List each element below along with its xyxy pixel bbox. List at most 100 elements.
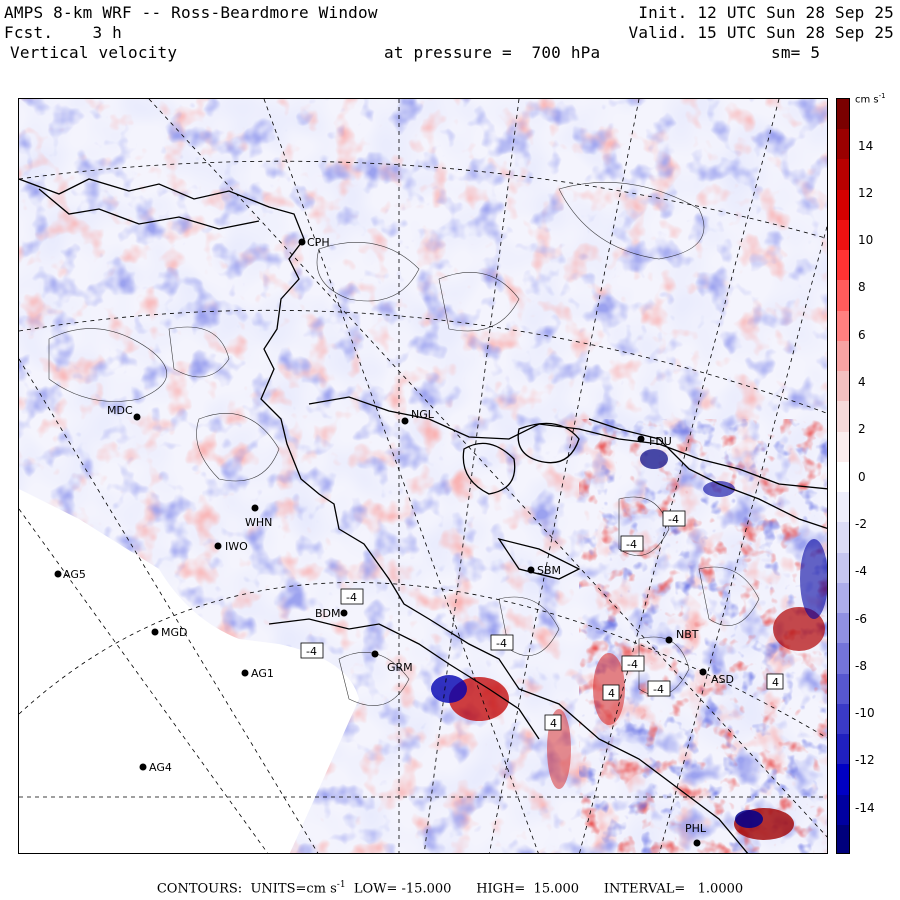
colorbar-tick-label: 6 <box>858 327 866 342</box>
station-asd[interactable]: ASD <box>699 668 734 687</box>
svg-text:ASD: ASD <box>711 673 734 686</box>
contour-info: CONTOURS: UNITS=cm s-1 LOW= -15.000 HIGH… <box>156 880 744 897</box>
colorbar-tick-label: 8 <box>858 280 866 295</box>
station-mgd[interactable]: MGD <box>151 626 188 639</box>
colorbar-segment <box>837 522 849 554</box>
colorbar-tick-label: 14 <box>858 138 874 153</box>
contour-label: -4 <box>300 642 324 659</box>
colorbar-segment <box>837 461 849 493</box>
colorbar-segment <box>837 189 849 221</box>
colorbar-tick-label: -10 <box>855 706 875 721</box>
station-cph[interactable]: CPH <box>298 236 330 249</box>
colorbar-segment <box>837 824 849 853</box>
colorbar-tick-label: -2 <box>855 516 867 531</box>
station-iwo[interactable]: IWO <box>214 540 249 553</box>
svg-text:NGL: NGL <box>411 408 435 421</box>
colorbar-segment <box>837 310 849 342</box>
svg-text:4: 4 <box>550 717 557 730</box>
svg-text:BDM: BDM <box>315 607 341 620</box>
svg-text:IWO: IWO <box>225 540 248 553</box>
svg-text:NBT: NBT <box>676 628 699 641</box>
contour-label: -4 <box>490 634 514 651</box>
init-time: Init. 12 UTC Sun 28 Sep 25 <box>638 3 894 22</box>
colorbar-tick-label: -12 <box>855 753 875 768</box>
svg-text:SBM: SBM <box>537 564 561 577</box>
colorbar-segment <box>837 401 849 433</box>
svg-text:PHL: PHL <box>685 822 707 835</box>
contour-label: -4 <box>621 655 645 672</box>
station-nbt[interactable]: NBT <box>665 628 699 644</box>
field-name: Vertical velocity <box>10 43 178 62</box>
colorbar-segment <box>837 250 849 281</box>
map-title: AMPS 8-km WRF -- Ross-Beardmore Window <box>4 3 378 22</box>
contour-label: 4 <box>766 673 784 690</box>
colorbar <box>836 98 850 854</box>
colorbar-tick-label: 2 <box>858 422 866 437</box>
station-grm[interactable]: GRM <box>371 650 413 675</box>
svg-text:4: 4 <box>608 687 615 700</box>
colorbar-tick-label: 4 <box>858 375 866 389</box>
contour-label: -4 <box>647 680 671 697</box>
svg-text:AG4: AG4 <box>149 761 172 774</box>
svg-text:AG5: AG5 <box>63 568 86 581</box>
svg-text:-4: -4 <box>627 658 638 671</box>
station-mdc[interactable]: MDC <box>107 404 141 421</box>
contour-label: 4 <box>602 684 620 701</box>
valid-time: Valid. 15 UTC Sun 28 Sep 25 <box>628 23 894 42</box>
station-ag5[interactable]: AG5 <box>54 568 86 581</box>
colorbar-tick-label: -4 <box>855 564 867 579</box>
station-markers: CPH MDC NGL FDU WHN IWO AG5 SBM BDM MGD … <box>54 236 734 847</box>
colorbar-segment <box>837 582 849 614</box>
colorbar-segment <box>837 492 849 523</box>
svg-text:-4: -4 <box>346 591 357 604</box>
map-panel[interactable]: CPH MDC NGL FDU WHN IWO AG5 SBM BDM MGD … <box>18 98 828 854</box>
smoothing-value: sm= 5 <box>771 43 821 62</box>
colorbar-tick-label: 10 <box>858 233 874 248</box>
station-ag4[interactable]: AG4 <box>139 761 172 774</box>
svg-text:MDC: MDC <box>107 404 133 417</box>
svg-text:MGD: MGD <box>161 626 188 639</box>
svg-text:GRM: GRM <box>387 661 413 674</box>
svg-text:WHN: WHN <box>245 516 272 529</box>
svg-text:-4: -4 <box>668 513 679 526</box>
colorbar-segment <box>837 371 849 402</box>
colorbar-segment <box>837 280 849 312</box>
svg-text:4: 4 <box>772 676 779 689</box>
station-phl[interactable]: PHL <box>685 822 707 847</box>
svg-text:-4: -4 <box>496 637 507 650</box>
station-ngl[interactable]: NGL <box>401 408 435 425</box>
svg-text:-4: -4 <box>653 683 664 696</box>
contour-label: -4 <box>620 535 644 552</box>
contour-label: -4 <box>340 588 364 605</box>
forecast-hour: Fcst. 3 h <box>4 23 122 42</box>
colorbar-segment <box>837 703 849 735</box>
pressure-level: at pressure = 700 hPa <box>384 43 601 62</box>
colorbar-tick-label: 0 <box>858 469 866 484</box>
colorbar-segment <box>837 129 849 160</box>
colorbar-segment <box>837 613 849 644</box>
svg-text:-4: -4 <box>626 538 637 551</box>
colorbar-segment <box>837 431 849 463</box>
colorbar-tick-label: -6 <box>855 611 867 626</box>
colorbar-segment <box>837 643 849 675</box>
svg-text:CPH: CPH <box>307 236 330 249</box>
contour-label: -4 <box>662 510 686 527</box>
colorbar-unit: cm s-1 <box>855 92 886 106</box>
station-ag1[interactable]: AG1 <box>241 667 274 680</box>
graticule <box>19 99 827 853</box>
colorbar-segment <box>837 552 849 584</box>
station-sbm[interactable]: SBM <box>527 564 562 577</box>
contour-labels: -4 -4 -4 -4 -4 -4 -4 4 4 4 <box>300 510 784 731</box>
contour-label: 4 <box>544 714 562 731</box>
colorbar-tick-label: -8 <box>855 658 867 673</box>
colorbar-segment <box>837 794 849 826</box>
station-whn[interactable]: WHN <box>245 504 272 530</box>
colorbar-segment <box>837 673 849 705</box>
colorbar-tick-label: -14 <box>855 800 875 815</box>
svg-text:FDU: FDU <box>649 435 672 448</box>
colorbar-segment <box>837 764 849 795</box>
svg-text:-4: -4 <box>306 645 317 658</box>
colorbar-segment <box>837 734 849 765</box>
station-fdu[interactable]: FDU <box>637 435 672 448</box>
station-bdm[interactable]: BDM <box>315 607 348 620</box>
